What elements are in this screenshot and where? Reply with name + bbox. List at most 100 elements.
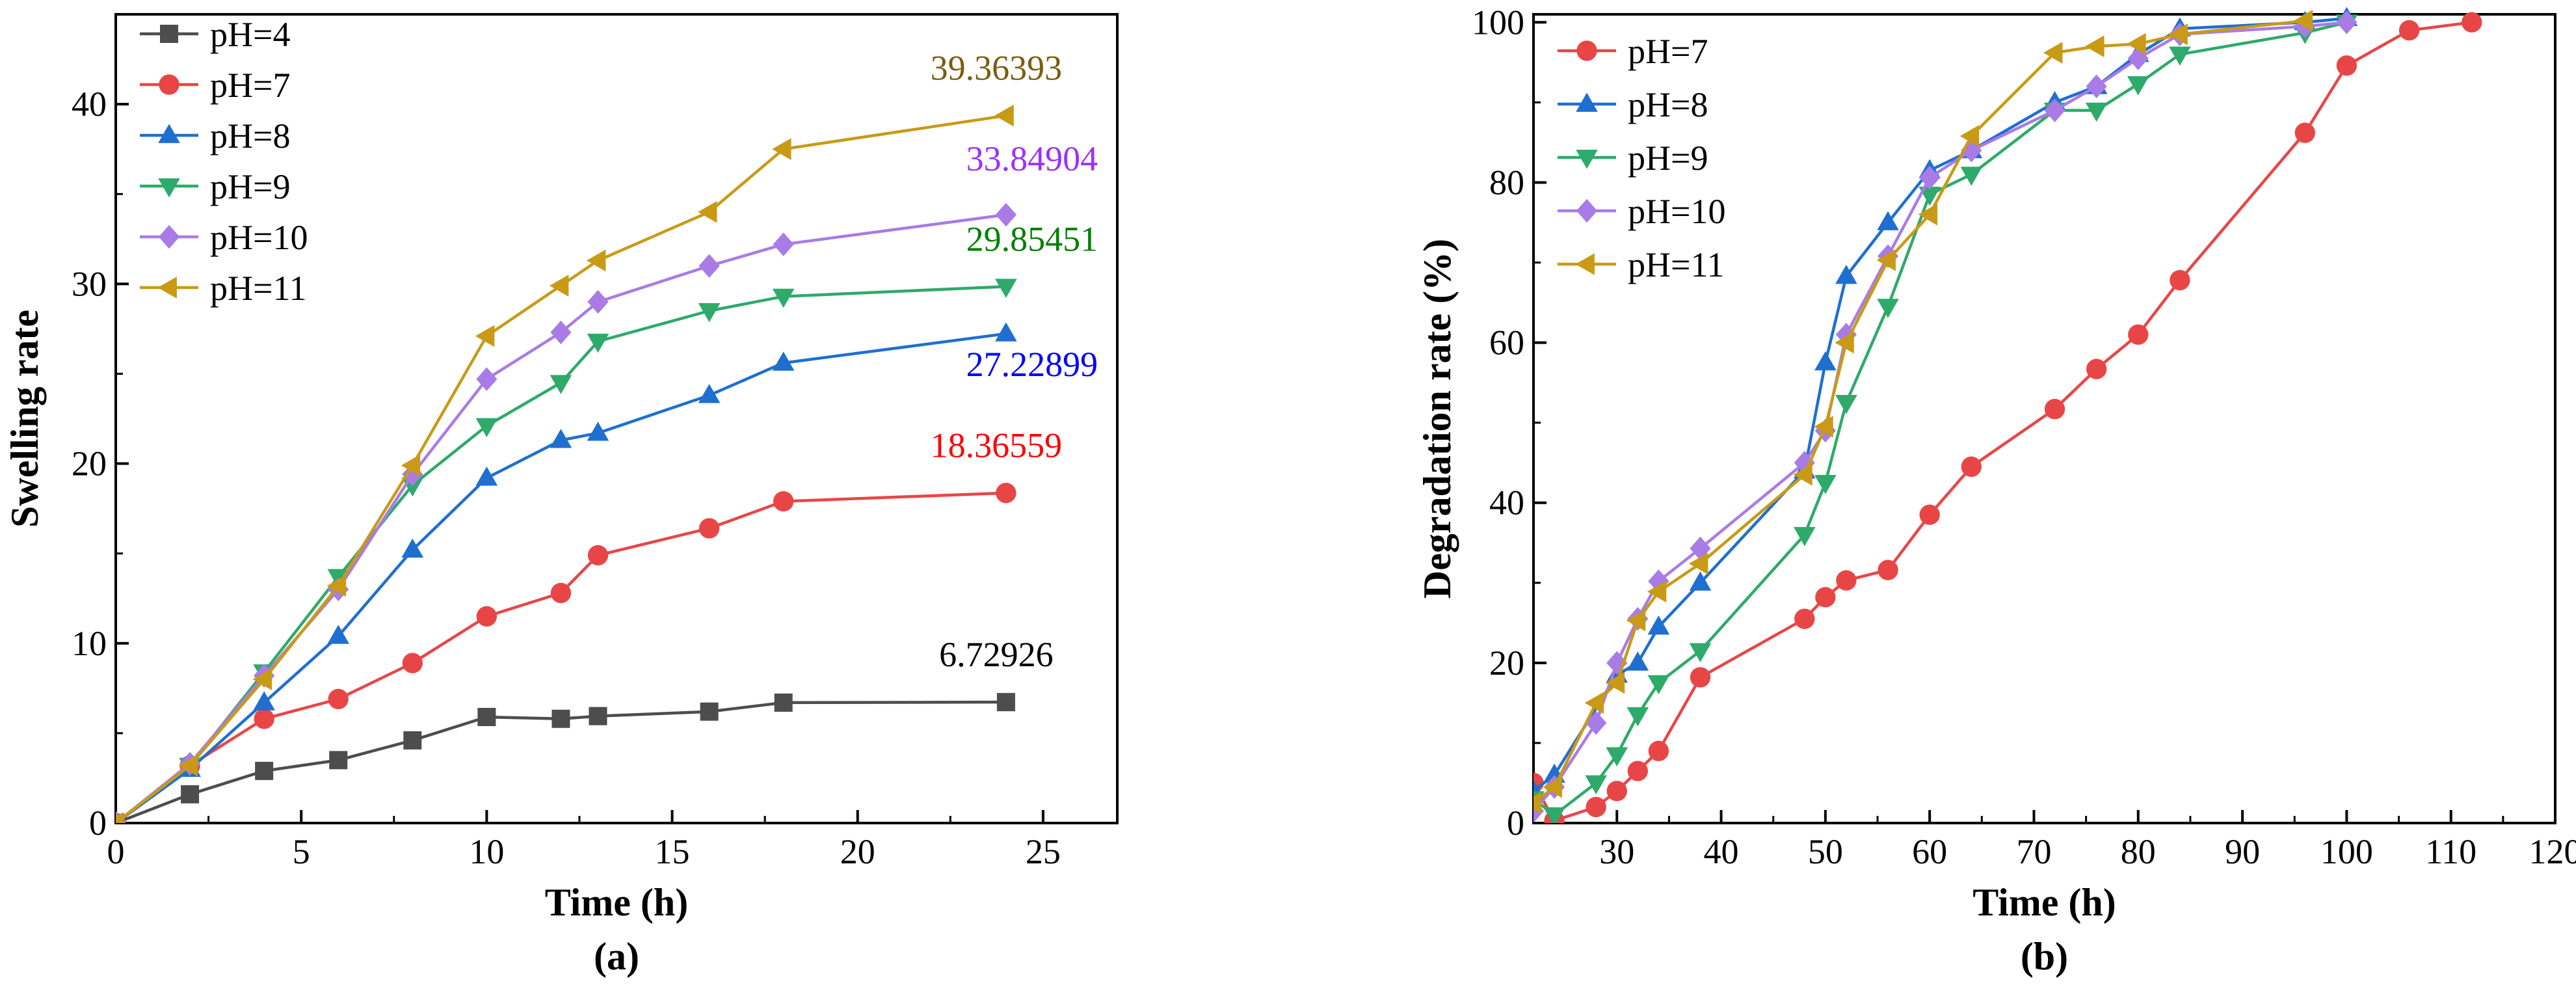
chart-panel-a: 0 5 10 15 20 25 0 10 20 30 40 Time (h) Swelling rate…	[3, 13, 1119, 978]
data-point	[1648, 740, 1669, 761]
x-tick-label: 110	[2425, 832, 2476, 871]
legend-marker	[159, 74, 179, 95]
data-point	[1794, 608, 1815, 629]
data-point	[476, 367, 498, 391]
series-ph9	[116, 278, 1017, 823]
series-ph9	[1534, 14, 2358, 823]
data-point	[1878, 560, 1898, 580]
data-point	[1919, 187, 1941, 206]
data-point	[401, 454, 421, 477]
data-point	[2127, 33, 2146, 55]
y-tick-label: 20	[72, 444, 107, 483]
data-point	[2085, 102, 2108, 122]
data-point	[550, 320, 572, 345]
data-point	[995, 278, 1017, 298]
chart-panel-b: 30 40 50 60 70 80 90 100 110 120 0 20 40 60 80 100 Time …	[1416, 3, 2576, 978]
y-tick-label: 80	[1489, 163, 1524, 202]
data-point	[1586, 796, 1606, 818]
data-point	[1835, 331, 1854, 354]
legend-marker	[158, 124, 180, 143]
legend-label: pH=8	[1628, 85, 1708, 124]
data-point	[1689, 643, 1712, 662]
data-point	[1959, 125, 1980, 147]
x-tick-label: 20	[840, 832, 875, 871]
series-ph4	[116, 693, 1015, 823]
data-point	[1627, 761, 1648, 781]
data-point	[1647, 580, 1667, 603]
x-tick-label: 80	[2121, 832, 2156, 871]
data-point	[1877, 299, 1899, 318]
data-point	[1543, 807, 1565, 823]
x-tick-label: 25	[1026, 832, 1061, 871]
data-point	[326, 575, 347, 597]
data-point	[2086, 74, 2107, 98]
data-point	[550, 375, 572, 394]
data-point	[1606, 651, 1628, 675]
x-tick-label: 15	[655, 832, 690, 871]
legend-label: pH=8	[210, 116, 290, 155]
legend-marker	[1576, 150, 1598, 169]
data-point	[1793, 463, 1812, 486]
data-point	[475, 418, 498, 438]
legend-label: pH=11	[210, 269, 306, 308]
y-axis-title: Swelling rate	[3, 310, 46, 528]
legend-label: pH=7	[1628, 32, 1708, 71]
x-tick-label: 90	[2225, 832, 2260, 871]
data-point	[1919, 165, 1941, 190]
series-line	[1534, 16, 2347, 792]
data-point	[329, 751, 348, 770]
data-point	[1793, 527, 1816, 547]
data-point	[1876, 249, 1896, 271]
data-point	[1690, 667, 1711, 688]
legend-label: pH=9	[210, 167, 290, 206]
x-tick-label: 50	[1808, 832, 1843, 871]
x-axis-title: Time (h)	[1972, 881, 2116, 924]
data-point	[116, 812, 124, 823]
data-point	[1689, 571, 1712, 591]
data-point	[476, 606, 498, 627]
legend-label: pH=10	[210, 218, 308, 257]
end-value-label: 6.72926	[939, 635, 1054, 674]
end-value-label: 39.36393	[931, 49, 1063, 88]
y-axis-title: Degradation rate (%)	[1416, 239, 1459, 599]
data-point	[403, 731, 422, 750]
data-point	[2169, 46, 2191, 66]
data-point	[2086, 358, 2107, 379]
data-point	[1918, 203, 1938, 226]
y-tick-label: 60	[1489, 323, 1524, 362]
plot-frame	[114, 13, 1119, 824]
data-point	[772, 138, 791, 160]
data-point	[589, 707, 607, 725]
series-ph8	[1534, 7, 2358, 799]
data-point	[2336, 55, 2357, 76]
series-ph7	[1534, 12, 2482, 823]
data-point	[2085, 35, 2105, 58]
plot-frame	[1532, 13, 2556, 824]
data-point	[1626, 609, 1646, 632]
legend: pH=7 pH=8 pH=9 pH=10 pH=11	[1558, 32, 1725, 284]
end-value-label: 27.22899	[966, 345, 1098, 384]
data-point	[2293, 10, 2313, 32]
data-point	[1585, 775, 1607, 794]
data-point	[1627, 707, 1649, 727]
data-point	[773, 232, 794, 256]
series-ph11	[1534, 10, 2313, 815]
data-point	[1690, 536, 1711, 561]
end-value-label: 33.84904	[966, 139, 1098, 178]
data-point	[550, 582, 572, 604]
data-point	[2170, 269, 2190, 291]
data-point	[698, 303, 721, 323]
data-point	[1584, 692, 1604, 714]
data-point	[698, 518, 720, 539]
data-point	[475, 325, 495, 347]
data-point	[551, 709, 570, 728]
x-tick-label: 100	[2320, 832, 2373, 871]
data-point	[586, 249, 606, 272]
data-point	[2168, 23, 2188, 46]
series-line	[116, 491, 1006, 823]
data-point	[772, 351, 795, 371]
data-point	[475, 466, 498, 486]
data-point	[327, 625, 350, 644]
data-point	[549, 275, 569, 297]
